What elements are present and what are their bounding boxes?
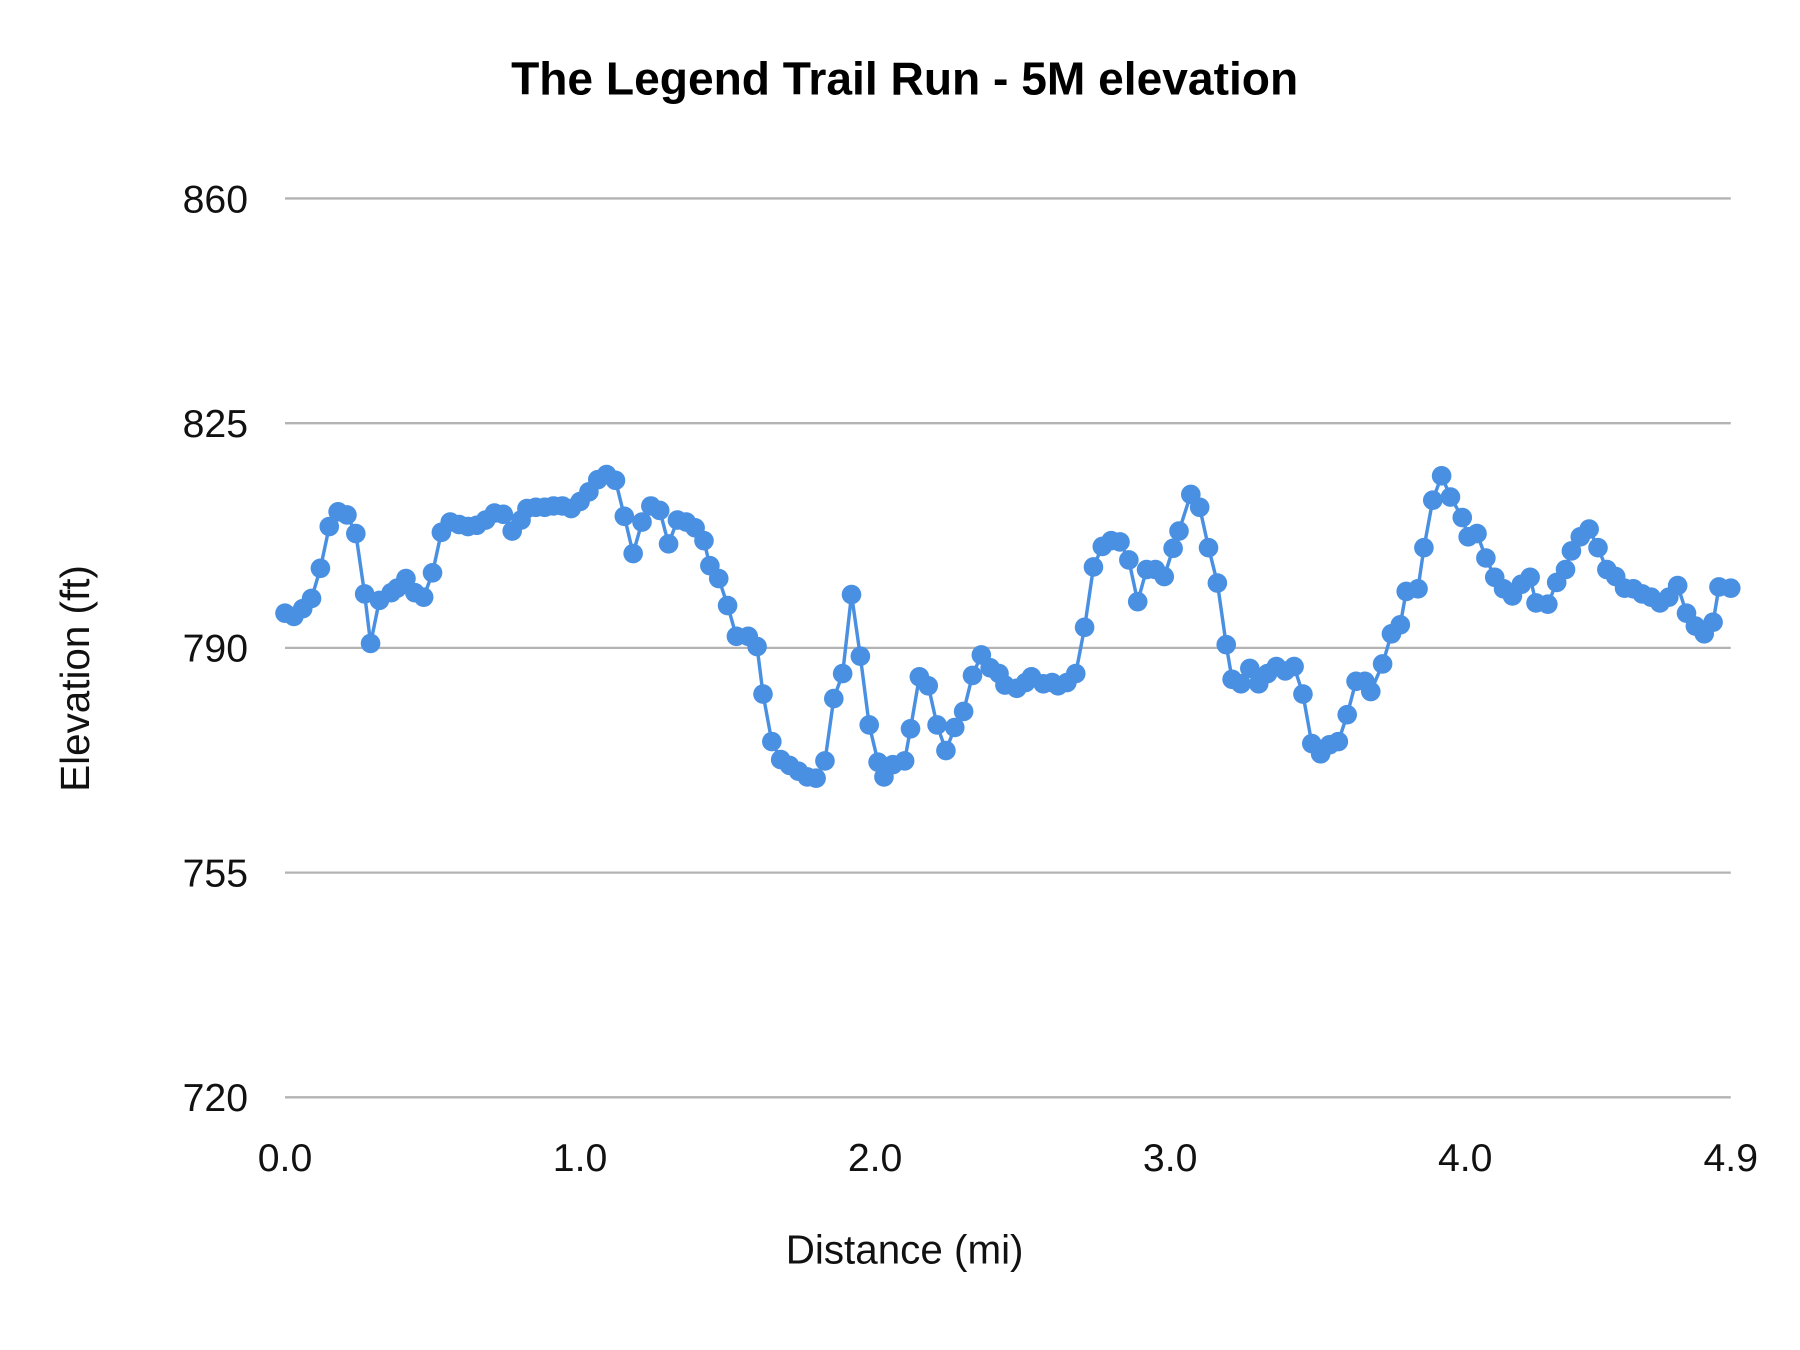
data-point: [753, 684, 773, 704]
x-axis-label: Distance (mi): [786, 1226, 1024, 1272]
data-point: [1231, 674, 1251, 694]
data-point: [1240, 658, 1260, 679]
data-point: [900, 718, 921, 739]
data-point: [1561, 541, 1582, 561]
data-point: [632, 512, 652, 532]
data-point: [1440, 487, 1461, 507]
data-point: [815, 751, 835, 771]
data-point: [1476, 548, 1496, 568]
data-point: [310, 558, 331, 579]
data-point: [614, 506, 635, 527]
y-tick-label: 860: [183, 177, 248, 221]
data-point: [1667, 575, 1688, 596]
data-point: [1110, 532, 1130, 552]
y-axis-ticks: 860 825 790 755 720: [183, 177, 248, 1120]
data-point: [1216, 634, 1237, 655]
data-point: [1083, 557, 1104, 577]
data-point: [1360, 681, 1381, 702]
data-point: [859, 715, 880, 735]
data-point: [337, 505, 357, 525]
data-point: [894, 751, 915, 771]
data-point: [747, 636, 767, 657]
y-tick-label: 720: [183, 1076, 248, 1120]
data-point: [1074, 617, 1095, 638]
data-point: [953, 701, 974, 722]
x-axis-ticks: 0.0 1.0 2.0 3.0 4.0 4.9: [258, 1136, 1758, 1180]
data-point: [1408, 579, 1428, 599]
data-point: [850, 646, 871, 667]
data-point: [1422, 490, 1443, 511]
data-point: [1555, 559, 1576, 580]
chart-title: The Legend Trail Run - 5M elevation: [511, 53, 1298, 105]
data-point: [1337, 704, 1358, 725]
data-point: [1207, 573, 1228, 593]
data-point: [936, 740, 956, 761]
data-point: [649, 500, 670, 521]
data-point: [1452, 507, 1473, 528]
data-point: [1065, 663, 1086, 684]
data-point: [1390, 614, 1411, 635]
data-point: [832, 663, 853, 684]
data-point: [841, 584, 862, 605]
data-point: [301, 588, 322, 609]
data-point: [918, 675, 939, 696]
x-tick-label: 2.0: [848, 1136, 903, 1180]
data-point: [1467, 523, 1487, 544]
data-point: [962, 665, 983, 686]
x-tick-label: 4.9: [1704, 1136, 1759, 1180]
data-point: [717, 595, 738, 616]
y-tick-label: 755: [183, 851, 248, 895]
data-point: [694, 530, 714, 551]
data-point: [493, 504, 514, 525]
data-point: [1538, 594, 1558, 615]
data-point: [1284, 656, 1304, 677]
data-point: [1198, 537, 1219, 558]
data-point: [1703, 612, 1723, 633]
data-point: [396, 568, 416, 589]
data-point: [354, 584, 375, 604]
data-point: [1520, 567, 1540, 588]
data-point: [346, 523, 366, 544]
data-point: [1431, 466, 1452, 486]
data-point: [1372, 654, 1393, 674]
y-tick-label: 790: [183, 627, 248, 671]
gridlines: [285, 197, 1731, 1099]
data-point: [319, 516, 340, 537]
data-point: [422, 562, 443, 583]
data-point: [927, 715, 947, 735]
data-point: [806, 768, 826, 789]
data-point: [623, 543, 643, 564]
y-axis-label: Elevation (ft): [52, 565, 98, 792]
y-tick-label: 825: [183, 402, 248, 446]
data-point: [1293, 684, 1313, 704]
data-point: [1588, 537, 1608, 558]
data-point: [1119, 550, 1139, 570]
data-point: [1414, 537, 1434, 558]
data-point: [658, 534, 679, 554]
data-point: [762, 731, 782, 752]
x-tick-label: 3.0: [1143, 1136, 1198, 1180]
data-point: [868, 752, 888, 772]
data-point: [360, 633, 381, 654]
data-point: [1328, 731, 1349, 752]
data-point: [1579, 519, 1599, 539]
data-point: [823, 688, 844, 709]
x-tick-label: 4.0: [1438, 1136, 1493, 1180]
data-point: [413, 587, 434, 607]
data-point: [1163, 538, 1183, 559]
data-point: [605, 470, 626, 491]
data-point: [944, 717, 965, 738]
data-point: [1169, 521, 1189, 541]
elevation-series: [275, 464, 1741, 789]
x-tick-label: 0.0: [258, 1136, 313, 1180]
data-point: [1154, 566, 1175, 587]
data-point: [1189, 497, 1210, 518]
data-point: [1127, 591, 1148, 612]
x-tick-label: 1.0: [553, 1136, 608, 1180]
data-point: [708, 568, 729, 589]
data-point: [1720, 578, 1741, 598]
